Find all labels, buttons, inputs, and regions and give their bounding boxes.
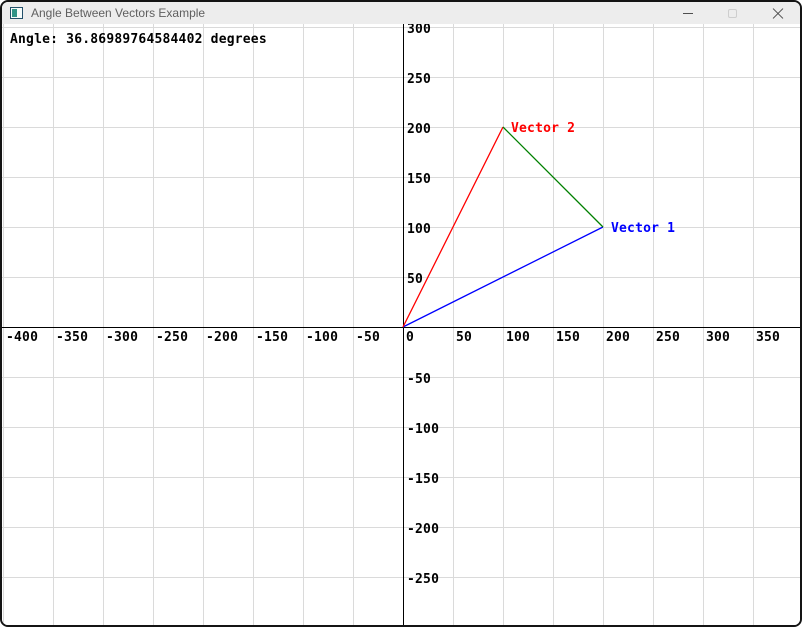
- x-tick-label: 350: [756, 330, 780, 345]
- vector-2-line: [402, 126, 504, 328]
- series-label: Vector 1: [611, 221, 675, 236]
- x-tick-label: 250: [656, 330, 680, 345]
- tip-connector-line: [502, 126, 604, 228]
- window-title: Angle Between Vectors Example: [31, 6, 206, 20]
- y-tick-label: -100: [407, 422, 439, 437]
- x-tick-label: 100: [506, 330, 530, 345]
- x-tick-label: -400: [6, 330, 38, 345]
- x-tick-label: 50: [456, 330, 472, 345]
- y-tick-label: -150: [407, 472, 439, 487]
- x-tick-label: -350: [56, 330, 88, 345]
- titlebar[interactable]: Angle Between Vectors Example: [2, 2, 800, 24]
- maximize-icon: [728, 8, 737, 18]
- x-tick-label: -200: [206, 330, 238, 345]
- x-tick-label: 200: [606, 330, 630, 345]
- y-tick-label: -200: [407, 522, 439, 537]
- x-tick-label: -250: [156, 330, 188, 345]
- maximize-button: [710, 2, 755, 24]
- minimize-button[interactable]: [665, 2, 710, 24]
- y-tick-label: 250: [407, 72, 431, 87]
- y-tick-label: 100: [407, 222, 431, 237]
- x-tick-label: -100: [306, 330, 338, 345]
- window-controls: [665, 2, 800, 24]
- y-tick-label: 300: [407, 24, 431, 37]
- vector-1-line: [402, 226, 604, 328]
- close-icon: [772, 7, 784, 19]
- y-tick-label: 150: [407, 172, 431, 187]
- x-tick-label: -50: [356, 330, 380, 345]
- x-tick-label: -300: [106, 330, 138, 345]
- y-tick-label: 50: [407, 272, 423, 287]
- angle-readout: Angle: 36.86989764584402 degrees: [10, 32, 267, 47]
- series-label: Vector 2: [511, 121, 575, 136]
- y-tick-label: -50: [407, 372, 431, 387]
- app-icon: [10, 7, 23, 19]
- vector-chart-svg: -400 -350 -300 -250 -200 -150 -100 -50 0 50 100 150…: [2, 24, 800, 625]
- x-tick-label: 0: [406, 330, 414, 345]
- x-tick-label: 300: [706, 330, 730, 345]
- app-icon-pane: [12, 9, 17, 17]
- y-tick-label: 200: [407, 122, 431, 137]
- x-tick-label: -150: [256, 330, 288, 345]
- close-button[interactable]: [755, 2, 800, 24]
- minimize-icon: [682, 12, 693, 14]
- plot-area: -400 -350 -300 -250 -200 -150 -100 -50 0 50 100 150…: [2, 24, 800, 625]
- x-tick-label: 150: [556, 330, 580, 345]
- y-tick-label: -250: [407, 572, 439, 587]
